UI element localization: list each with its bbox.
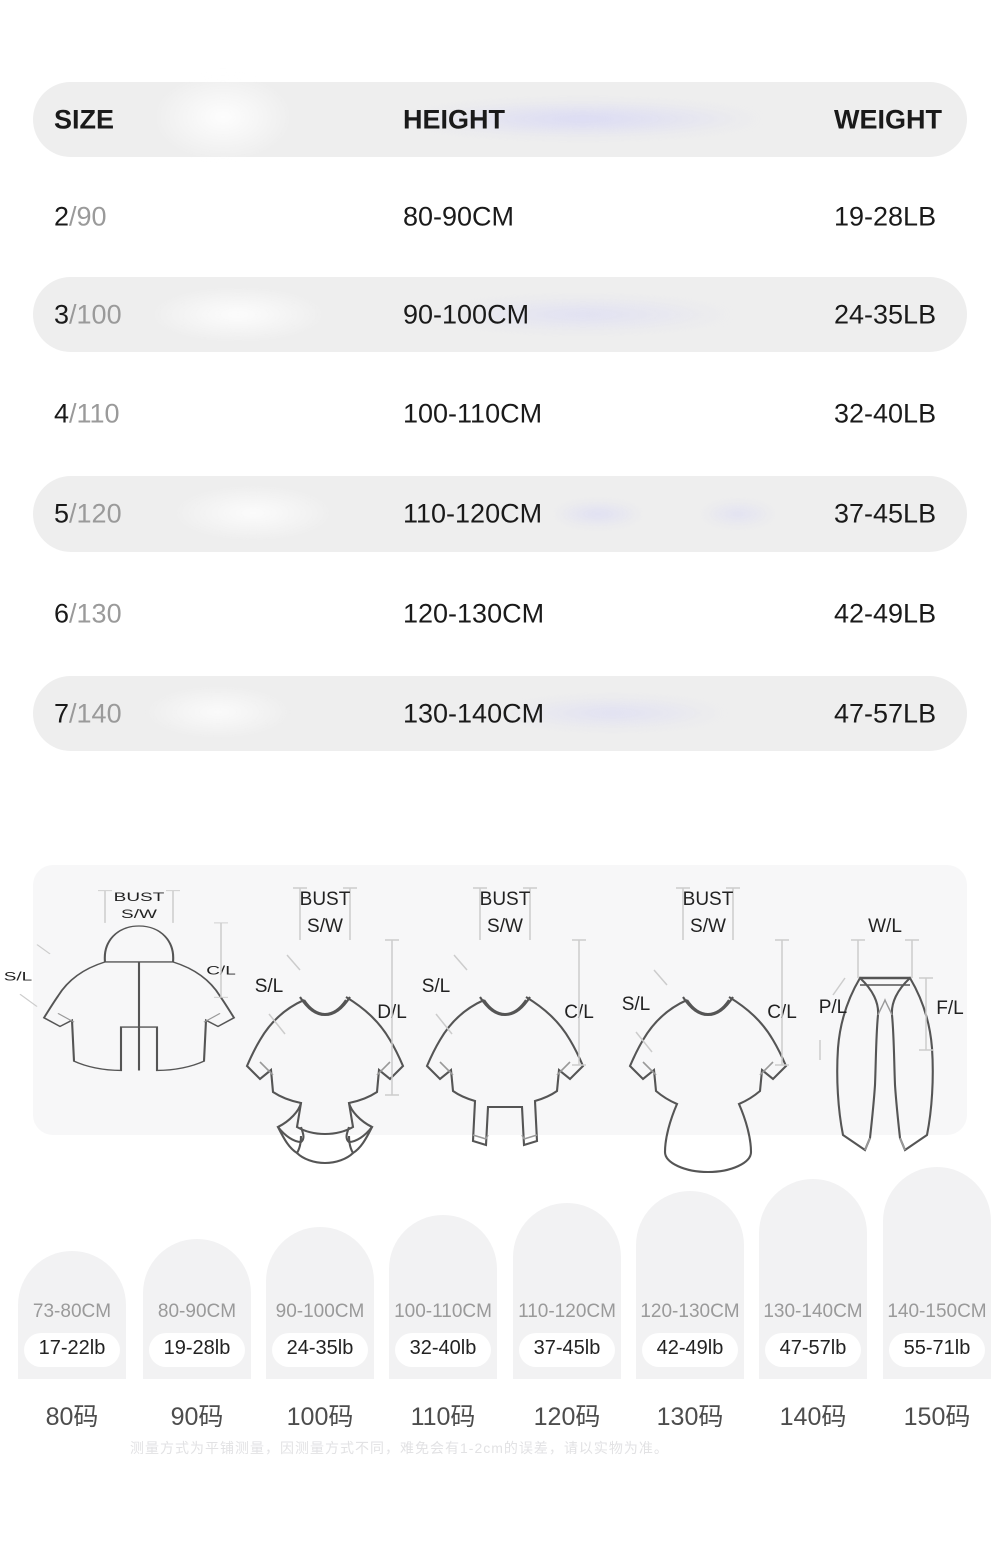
svg-text:S/W: S/W: [307, 916, 343, 937]
svg-text:BUST: BUST: [114, 892, 165, 905]
svg-text:S/W: S/W: [690, 916, 726, 937]
svg-text:F/L: F/L: [936, 998, 963, 1019]
svg-text:BUST: BUST: [300, 889, 351, 910]
svg-text:S/L: S/L: [255, 976, 284, 997]
svg-text:P/L: P/L: [819, 997, 848, 1018]
svg-text:S/W: S/W: [121, 908, 157, 921]
svg-text:S/L: S/L: [4, 971, 33, 984]
svg-text:BUST: BUST: [683, 889, 734, 910]
svg-text:BUST: BUST: [480, 889, 531, 910]
svg-text:S/L: S/L: [622, 994, 651, 1015]
svg-text:W/L: W/L: [868, 916, 902, 937]
svg-text:S/L: S/L: [422, 976, 451, 997]
svg-text:S/W: S/W: [487, 916, 523, 937]
